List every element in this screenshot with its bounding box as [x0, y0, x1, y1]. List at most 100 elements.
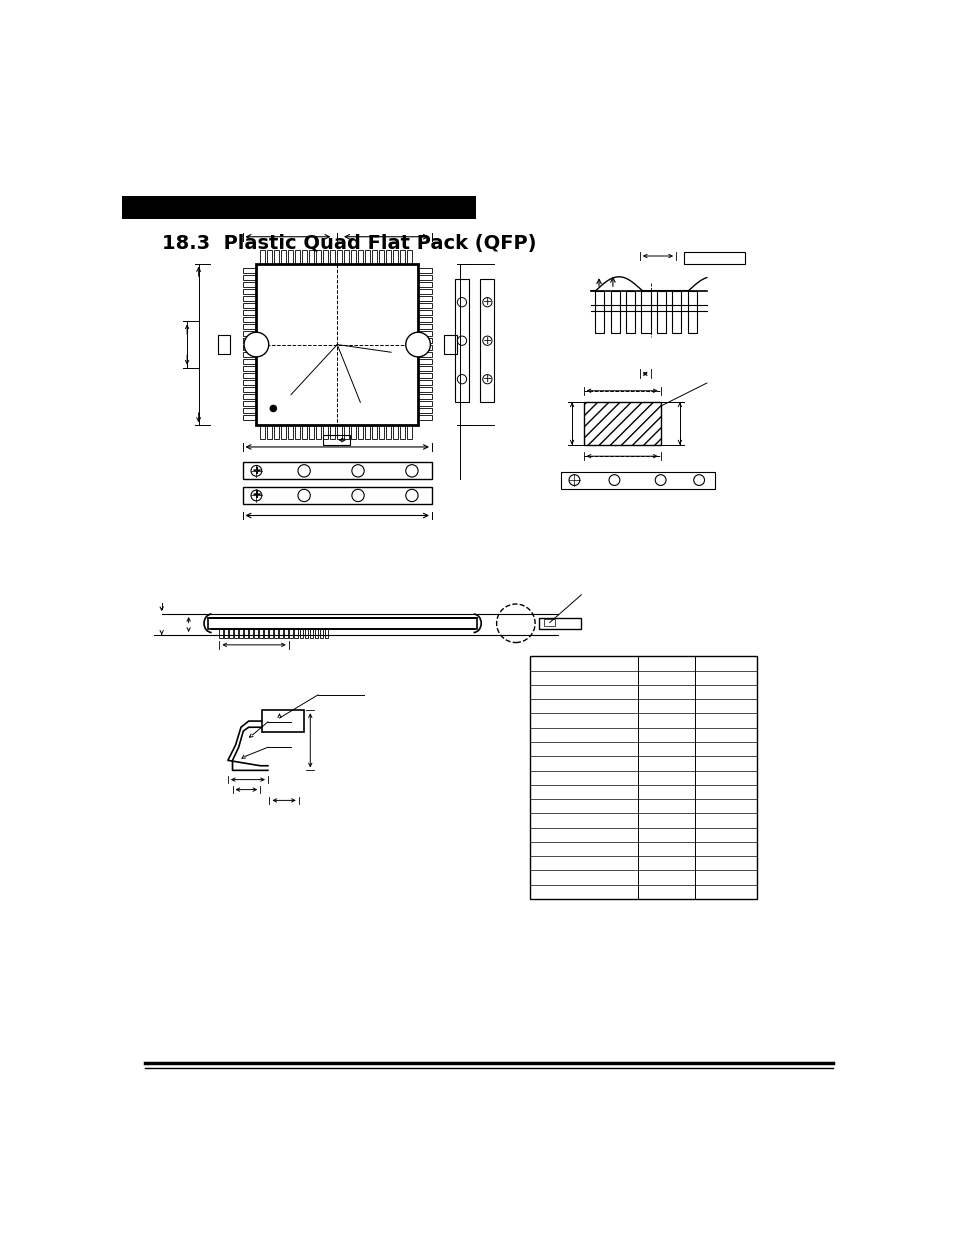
Bar	[351, 425, 355, 440]
Bar	[242, 462, 432, 479]
Bar	[444, 336, 456, 353]
Bar	[244, 629, 247, 638]
Bar	[242, 366, 256, 370]
Bar	[254, 629, 257, 638]
Bar	[480, 279, 494, 403]
Bar	[323, 249, 328, 264]
Bar	[538, 618, 580, 629]
Bar	[219, 629, 222, 638]
Bar	[417, 415, 432, 420]
Bar	[267, 249, 272, 264]
Bar	[309, 629, 313, 638]
Bar	[242, 316, 256, 321]
Bar	[324, 629, 327, 638]
Text: +: +	[482, 374, 492, 384]
Bar	[242, 310, 256, 315]
Bar	[672, 290, 680, 333]
Bar	[260, 249, 265, 264]
Bar	[417, 295, 432, 300]
Bar	[336, 249, 342, 264]
Bar	[625, 290, 635, 333]
Bar	[224, 629, 227, 638]
Bar	[351, 249, 355, 264]
Bar	[242, 274, 256, 279]
Bar	[315, 425, 321, 440]
Bar	[640, 290, 650, 333]
Bar	[344, 249, 349, 264]
Bar	[417, 345, 432, 350]
Bar	[302, 249, 307, 264]
Bar	[242, 295, 256, 300]
Bar	[274, 629, 277, 638]
Bar	[417, 358, 432, 363]
Bar	[583, 403, 659, 445]
Bar	[323, 425, 328, 440]
Bar	[288, 249, 293, 264]
Bar	[242, 379, 256, 384]
Bar	[417, 303, 432, 308]
Bar	[687, 290, 696, 333]
Bar	[269, 629, 273, 638]
Bar	[610, 290, 619, 333]
Bar	[239, 629, 242, 638]
Bar	[417, 400, 432, 405]
Bar	[358, 425, 363, 440]
Bar	[302, 425, 307, 440]
Bar	[417, 379, 432, 384]
Bar	[393, 249, 397, 264]
Bar	[417, 366, 432, 370]
Bar	[234, 629, 237, 638]
Bar	[281, 249, 286, 264]
Text: ✚: ✚	[252, 466, 260, 475]
Bar	[417, 289, 432, 294]
Bar	[242, 400, 256, 405]
Text: 18.3  Plastic Quad Flat Pack (QFP): 18.3 Plastic Quad Flat Pack (QFP)	[161, 235, 536, 253]
Bar	[417, 331, 432, 336]
Bar	[229, 629, 233, 638]
Bar	[560, 472, 714, 489]
Bar	[595, 290, 604, 333]
Bar	[417, 394, 432, 399]
Bar	[417, 274, 432, 279]
Bar	[299, 629, 302, 638]
Bar	[336, 425, 342, 440]
Bar	[544, 620, 555, 626]
Bar	[319, 629, 322, 638]
Bar	[379, 249, 384, 264]
Bar	[242, 408, 256, 412]
Bar	[274, 249, 279, 264]
Bar	[261, 710, 304, 732]
Bar	[386, 425, 391, 440]
Bar	[330, 249, 335, 264]
Bar	[330, 425, 335, 440]
Bar	[417, 324, 432, 329]
Bar	[344, 425, 349, 440]
Bar	[256, 264, 417, 425]
Bar	[281, 425, 286, 440]
Bar	[656, 290, 665, 333]
Bar	[242, 289, 256, 294]
Circle shape	[270, 405, 276, 411]
Bar	[294, 249, 300, 264]
Bar	[242, 303, 256, 308]
Bar	[260, 425, 265, 440]
Bar	[242, 373, 256, 378]
Bar	[274, 425, 279, 440]
Bar	[315, 249, 321, 264]
Bar	[309, 249, 314, 264]
Bar	[242, 268, 256, 273]
Bar	[417, 373, 432, 378]
Bar	[417, 408, 432, 412]
Bar	[259, 629, 262, 638]
Bar	[294, 425, 300, 440]
Bar	[379, 425, 384, 440]
Bar	[289, 629, 293, 638]
Bar	[529, 656, 756, 899]
Bar	[417, 282, 432, 287]
Bar	[242, 337, 256, 342]
Text: +: +	[482, 298, 492, 308]
Bar	[249, 629, 253, 638]
Bar	[217, 336, 230, 353]
Circle shape	[405, 332, 430, 357]
Bar	[267, 425, 272, 440]
